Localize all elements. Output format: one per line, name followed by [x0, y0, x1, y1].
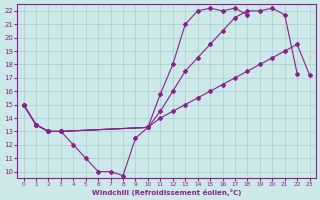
X-axis label: Windchill (Refroidissement éolien,°C): Windchill (Refroidissement éolien,°C) — [92, 189, 241, 196]
